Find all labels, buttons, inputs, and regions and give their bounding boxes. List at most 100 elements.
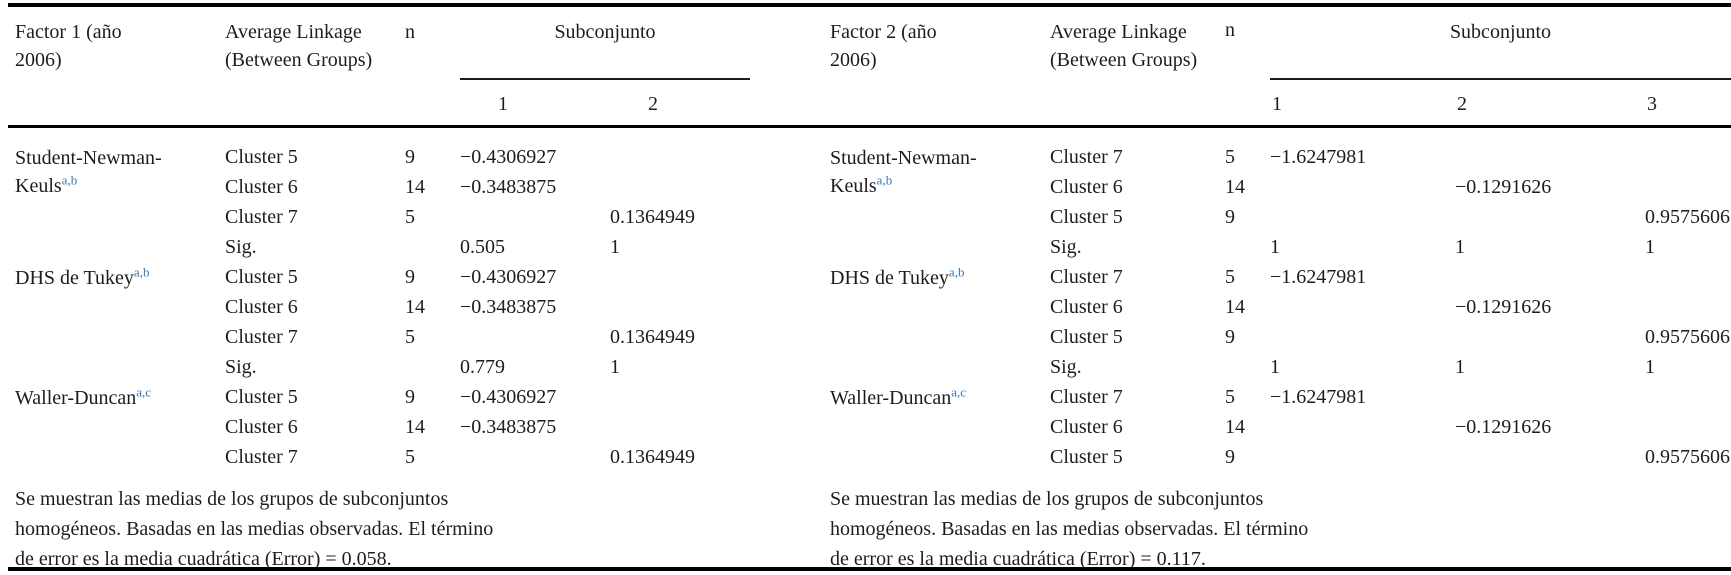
subset-number-row: 1 2 3 bbox=[830, 79, 1731, 142]
footnote-line: homogéneos. Basadas en las medias observ… bbox=[830, 518, 1309, 540]
header-rule bbox=[8, 125, 1731, 128]
cluster-cell: Cluster 6 bbox=[1050, 296, 1123, 318]
method-cell: Student-Newman-Keulsa,b bbox=[830, 142, 1050, 262]
factor-column-header: Factor 2 (año 2006) bbox=[830, 16, 1050, 142]
factor-column-header: Factor 1 (año 2006) bbox=[15, 16, 225, 142]
n-column-header: n bbox=[405, 21, 415, 43]
table-row: Sig. 0.779 1 bbox=[15, 352, 750, 382]
footnote: Se muestran las medias de los grupos de … bbox=[15, 484, 750, 574]
subset-value-cell: −1.6247981 bbox=[1270, 386, 1367, 408]
cluster-cell: Cluster 5 bbox=[1050, 326, 1123, 348]
subset-value-cell: −0.4306927 bbox=[460, 146, 557, 168]
subset-col-header: 2 bbox=[1457, 93, 1467, 115]
n-column-header: n bbox=[1225, 19, 1235, 41]
subset-value-cell bbox=[1455, 442, 1645, 472]
table-row: Student-Newman-Keulsa,b Cluster 5 9 −0.4306… bbox=[15, 142, 750, 197]
table-row: Cluster 6 14 −0.1291626 bbox=[830, 292, 1731, 322]
n-cell: 9 bbox=[405, 386, 415, 408]
subset-value-cell bbox=[1455, 262, 1645, 292]
n-cell: 5 bbox=[405, 446, 415, 468]
n-cell: 5 bbox=[1225, 146, 1235, 168]
n-cell: 14 bbox=[1225, 176, 1245, 198]
method-name: Student-Newman-Keuls bbox=[15, 147, 162, 197]
table-row: Student-Newman-Keulsa,b Cluster 7 5 −1.6247… bbox=[830, 142, 1731, 197]
method-name: Student-Newman-Keuls bbox=[830, 147, 977, 197]
bottom-rule bbox=[8, 567, 1731, 571]
n-cell: 5 bbox=[1225, 266, 1235, 288]
factor-column-header-label: Factor 1 (año 2006) bbox=[15, 21, 122, 71]
cluster-cell: Cluster 7 bbox=[225, 326, 298, 348]
table-row: Cluster 7 5 0.1364949 bbox=[15, 442, 750, 472]
subset-col-header: 3 bbox=[1647, 93, 1657, 115]
n-cell: 9 bbox=[1225, 326, 1235, 348]
subset-value-cell bbox=[610, 262, 750, 292]
subset-value-cell: 1 bbox=[1455, 236, 1465, 258]
n-cell bbox=[405, 352, 460, 382]
table-row: Waller-Duncana,c Cluster 7 5 −1.6247981 bbox=[830, 382, 1731, 412]
subset-value-cell: 0.9575606 bbox=[1645, 446, 1730, 468]
subset-value-cell: 1 bbox=[1645, 236, 1655, 258]
subset-value-cell: 1 bbox=[1270, 236, 1280, 258]
cluster-cell: Sig. bbox=[1050, 356, 1082, 378]
table-row: Cluster 6 14 −0.1291626 bbox=[830, 412, 1731, 442]
footnote-line: Se muestran las medias de los grupos de … bbox=[830, 488, 1264, 510]
subset-value-cell bbox=[1645, 382, 1731, 412]
factor2-table: Factor 2 (año 2006) Average Linkage (Bet… bbox=[830, 16, 1731, 472]
linkage-column-header-label: Average Linkage (Between Groups) bbox=[1050, 21, 1198, 71]
subset-value-cell bbox=[1645, 142, 1731, 172]
subset-value-cell: −1.6247981 bbox=[1270, 266, 1367, 288]
subset-value-cell: −0.1291626 bbox=[1455, 416, 1552, 438]
subset-value-cell: 0.9575606 bbox=[1645, 206, 1730, 228]
footnote-marker: a,b bbox=[948, 264, 965, 280]
factor1-table-body: Student-Newman-Keulsa,b Cluster 5 9 −0.4306… bbox=[15, 142, 750, 472]
cluster-cell: Cluster 7 bbox=[225, 206, 298, 228]
method-cell: Waller-Duncana,c bbox=[15, 382, 225, 472]
subset-value-cell bbox=[460, 202, 610, 232]
cluster-cell: Sig. bbox=[1050, 236, 1082, 258]
subset-group-header: Subconjunto bbox=[1270, 16, 1731, 80]
cluster-cell: Cluster 5 bbox=[1050, 206, 1123, 228]
subset-value-cell bbox=[1270, 442, 1455, 472]
method-name: Waller-Duncan bbox=[830, 387, 952, 409]
cluster-cell: Sig. bbox=[225, 356, 257, 378]
subset-value-cell: 0.779 bbox=[460, 356, 505, 378]
subset-value-cell: −0.3483875 bbox=[460, 176, 557, 198]
subset-value-cell: 1 bbox=[610, 356, 620, 378]
cluster-cell: Sig. bbox=[225, 236, 257, 258]
table-row: Cluster 6 14 −0.3483875 bbox=[15, 292, 750, 322]
subset-value-cell: −0.4306927 bbox=[460, 386, 557, 408]
subset-value-cell bbox=[1455, 322, 1645, 352]
footnote-marker: a,b bbox=[61, 172, 78, 188]
cluster-cell: Cluster 6 bbox=[225, 416, 298, 438]
subset-group-header: Subconjunto bbox=[460, 16, 750, 80]
table-row: Sig. 0.505 1 bbox=[15, 232, 750, 262]
cluster-cell: Cluster 5 bbox=[225, 386, 298, 408]
subset-value-cell: −0.4306927 bbox=[460, 266, 557, 288]
subset-value-cell bbox=[1645, 412, 1731, 442]
cluster-cell: Cluster 7 bbox=[1050, 146, 1123, 168]
footnote-marker: a,c bbox=[951, 384, 967, 400]
cluster-cell: Cluster 6 bbox=[225, 296, 298, 318]
method-label: Student-Newman-Keulsa,b bbox=[830, 144, 995, 200]
subset-value-cell bbox=[1270, 172, 1455, 202]
factor1-panel: Factor 1 (año 2006) Average Linkage (Bet… bbox=[15, 16, 750, 574]
subset-value-cell bbox=[610, 172, 750, 202]
subset-value-cell bbox=[610, 382, 750, 412]
subset-value-cell: 1 bbox=[1455, 356, 1465, 378]
factor2-table-body: Student-Newman-Keulsa,b Cluster 7 5 −1.6247… bbox=[830, 142, 1731, 472]
subset-col-header: 1 bbox=[498, 93, 508, 115]
cluster-cell: Cluster 6 bbox=[1050, 176, 1123, 198]
table-row: Cluster 5 9 0.9575606 bbox=[830, 202, 1731, 232]
subset-value-cell bbox=[460, 442, 610, 472]
linkage-column-header: Average Linkage (Between Groups) bbox=[1050, 16, 1225, 142]
n-cell bbox=[405, 232, 460, 262]
cluster-cell: Cluster 6 bbox=[225, 176, 298, 198]
n-cell: 9 bbox=[405, 266, 415, 288]
subset-value-cell bbox=[1645, 172, 1731, 202]
subset-value-cell bbox=[610, 412, 750, 442]
method-label: DHS de Tukeya,b bbox=[15, 264, 180, 292]
subset-value-cell bbox=[610, 142, 750, 172]
linkage-column-header-label: Average Linkage (Between Groups) bbox=[225, 21, 373, 71]
